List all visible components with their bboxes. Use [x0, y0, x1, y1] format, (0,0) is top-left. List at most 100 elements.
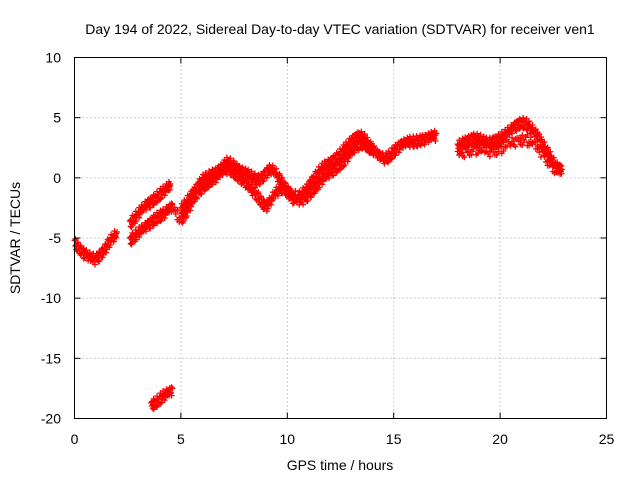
y-axis-label: SDTVAR / TECUs	[7, 182, 23, 294]
data-point-marker	[146, 204, 153, 211]
data-point-marker	[198, 191, 205, 198]
data-point-marker	[245, 178, 252, 185]
data-point-marker	[344, 158, 351, 165]
data-point-marker	[110, 238, 117, 245]
data-point-marker	[543, 149, 550, 156]
data-point-marker	[180, 217, 187, 224]
data-point-marker	[213, 176, 220, 183]
data-point-marker	[532, 126, 539, 133]
x-tick-label: 15	[386, 431, 402, 447]
data-point-marker	[136, 234, 143, 241]
data-point-marker	[212, 179, 219, 186]
data-point-marker	[551, 161, 558, 168]
data-point-marker	[520, 139, 527, 146]
data-point-marker	[166, 186, 173, 193]
data-point-marker	[113, 234, 120, 241]
data-point-marker	[205, 184, 212, 191]
data-point-marker	[230, 157, 237, 164]
data-point-marker	[329, 171, 336, 178]
data-point-marker	[187, 207, 194, 214]
data-point-marker	[72, 242, 79, 249]
data-point-marker	[527, 134, 534, 141]
data-point-marker	[279, 174, 286, 181]
data-point-marker	[529, 122, 536, 129]
data-point-marker	[168, 384, 175, 391]
data-point-marker	[99, 254, 106, 261]
data-point-marker	[513, 128, 520, 135]
data-point-marker	[132, 236, 139, 243]
data-point-marker	[158, 194, 165, 201]
data-point-marker	[83, 247, 90, 254]
data-point-marker	[495, 148, 502, 155]
data-point-marker	[369, 144, 376, 151]
data-point-marker	[74, 239, 81, 246]
data-point-marker	[136, 214, 143, 221]
data-point-marker	[248, 181, 255, 188]
data-point-marker	[381, 160, 388, 167]
data-point-marker	[486, 153, 493, 160]
data-point-marker	[161, 215, 168, 222]
data-point-marker	[174, 207, 181, 214]
data-point-marker	[168, 200, 175, 207]
data-point-marker	[461, 154, 468, 161]
data-point-marker	[96, 257, 103, 264]
data-point-marker	[396, 146, 403, 153]
y-tick-label: 5	[53, 110, 61, 126]
data-point-marker	[388, 156, 395, 163]
data-point-marker	[388, 155, 395, 162]
data-point-marker	[219, 171, 226, 178]
data-point-marker	[86, 249, 93, 256]
data-point-marker	[270, 195, 277, 202]
data-point-marker	[546, 162, 553, 169]
data-point-marker	[161, 397, 168, 404]
data-point-marker	[340, 163, 347, 170]
data-point-marker	[509, 134, 516, 141]
data-point-marker	[95, 258, 102, 265]
data-point-marker	[341, 162, 348, 169]
data-point-marker	[168, 392, 175, 399]
data-point-marker	[477, 131, 484, 138]
y-tick-label: 10	[45, 50, 61, 66]
data-point-marker	[474, 130, 481, 137]
data-point-marker	[268, 201, 275, 208]
data-point-marker	[330, 172, 337, 179]
data-point-marker	[466, 142, 473, 149]
data-point-marker	[367, 140, 374, 147]
data-point-marker	[194, 195, 201, 202]
data-point-marker	[112, 233, 119, 240]
data-point-marker	[548, 159, 555, 166]
data-point-marker	[537, 144, 544, 151]
y-tick-label: -20	[41, 411, 61, 427]
data-point-marker	[273, 165, 280, 172]
data-point-marker	[512, 127, 519, 134]
data-point-marker	[500, 148, 507, 155]
data-point-marker	[315, 184, 322, 191]
chart-title: Day 194 of 2022, Sidereal Day-to-day VTE…	[85, 21, 595, 37]
ticks: 0 5 10 15 20 25 -20 -15 -10 -5 0 5 10	[41, 50, 615, 448]
data-point-marker	[172, 211, 179, 218]
data-point-marker	[158, 399, 165, 406]
data-point-marker	[469, 148, 476, 155]
data-point-marker	[91, 261, 98, 268]
data-point-marker	[358, 128, 365, 135]
data-point-marker	[512, 143, 519, 150]
data-point-marker	[157, 400, 164, 407]
data-point-marker	[72, 235, 79, 242]
data-point-marker	[500, 139, 507, 146]
x-axis-label: GPS time / hours	[287, 457, 394, 473]
data-point-marker	[245, 166, 252, 173]
data-point-marker	[326, 175, 333, 182]
data-point-marker	[158, 217, 165, 224]
data-point-marker	[287, 188, 294, 195]
data-point-marker	[433, 130, 440, 137]
x-tick-label: 5	[177, 431, 185, 447]
data-point-marker	[257, 193, 264, 200]
data-point-marker	[520, 114, 527, 121]
data-point-marker	[255, 189, 262, 196]
x-tick-label: 0	[71, 431, 79, 447]
x-tick-label: 10	[280, 431, 296, 447]
data-point-marker	[319, 181, 326, 188]
data-point-marker	[230, 163, 237, 170]
data-point-marker	[395, 149, 402, 156]
data-point-marker	[536, 149, 543, 156]
